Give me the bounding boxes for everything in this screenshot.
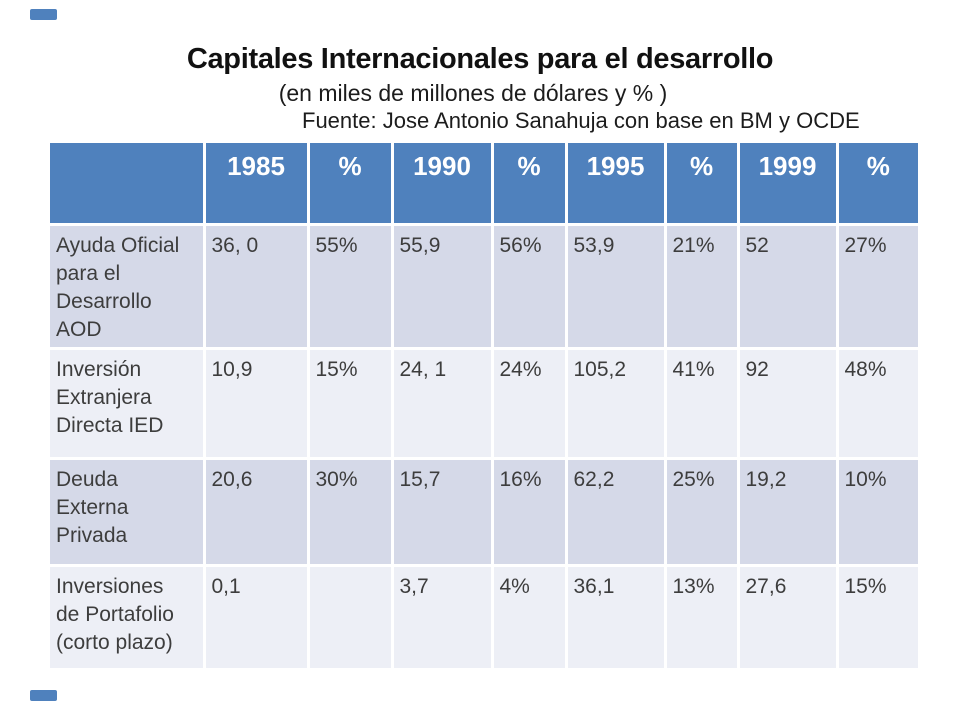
table-cell: 30% [306,456,394,567]
row-label: Ayuda Oficial para el Desarrollo AOD [50,222,206,350]
table-cell: 36,1 [564,563,667,668]
table-cell: 55,9 [390,222,494,350]
table-cell: 13% [663,563,740,668]
table-cell: 3,7 [390,563,494,668]
table-cell: 25% [663,456,740,567]
table-cell: 24, 1 [390,346,494,460]
table-header-row: 1985 % 1990 % 1995 % 1999 % [50,143,918,226]
table-cell: 92 [736,346,839,460]
column-header-pct-1995: % [663,143,740,226]
table-row-aod: Ayuda Oficial para el Desarrollo AOD 36,… [50,222,918,350]
table-cell: 53,9 [564,222,667,350]
row-label: Deuda Externa Privada [50,456,206,567]
table-cell: 52 [736,222,839,350]
table-cell: 56% [490,222,568,350]
table-cell: 19,2 [736,456,839,567]
table-cell: 0,1 [202,563,310,668]
column-header-pct-1990: % [490,143,568,226]
table-cell: 15% [835,563,918,668]
table-cell: 15,7 [390,456,494,567]
column-header-1999: 1999 [736,143,839,226]
column-header-blank [50,143,206,226]
table-row-portafolio: Inversiones de Portafolio (corto plazo) … [50,563,918,668]
capital-flows-table: 1985 % 1990 % 1995 % 1999 % Ayuda Oficia… [50,143,918,668]
table-cell: 10% [835,456,918,567]
table-cell: 15% [306,346,394,460]
table-row-ied: Inversión Extranjera Directa IED 10,9 15… [50,346,918,460]
slide-title: Capitales Internacionales para el desarr… [186,43,774,75]
table-cell: 20,6 [202,456,310,567]
table-cell: 48% [835,346,918,460]
column-header-1990: 1990 [390,143,494,226]
table-cell: 24% [490,346,568,460]
corner-accent-bottom [30,690,57,701]
column-header-pct-1999: % [835,143,918,226]
table-cell: 27% [835,222,918,350]
table-row-deuda: Deuda Externa Privada 20,6 30% 15,7 16% … [50,456,918,567]
corner-accent-top [30,9,57,20]
column-header-1985: 1985 [202,143,310,226]
table-cell: 10,9 [202,346,310,460]
column-header-pct-1985: % [306,143,394,226]
slide-subtitle: (en miles de millones de dólares y % ) [278,80,668,106]
row-label: Inversión Extranjera Directa IED [50,346,206,460]
source-credit: Fuente: Jose Antonio Sanahuja con base e… [302,108,860,133]
table-cell [306,563,394,668]
column-header-1995: 1995 [564,143,667,226]
table-cell: 27,6 [736,563,839,668]
table-cell: 41% [663,346,740,460]
table-cell: 21% [663,222,740,350]
table-cell: 62,2 [564,456,667,567]
table-cell: 4% [490,563,568,668]
table-cell: 16% [490,456,568,567]
row-label: Inversiones de Portafolio (corto plazo) [50,563,206,668]
table-cell: 105,2 [564,346,667,460]
table-cell: 36, 0 [202,222,310,350]
table-cell: 55% [306,222,394,350]
